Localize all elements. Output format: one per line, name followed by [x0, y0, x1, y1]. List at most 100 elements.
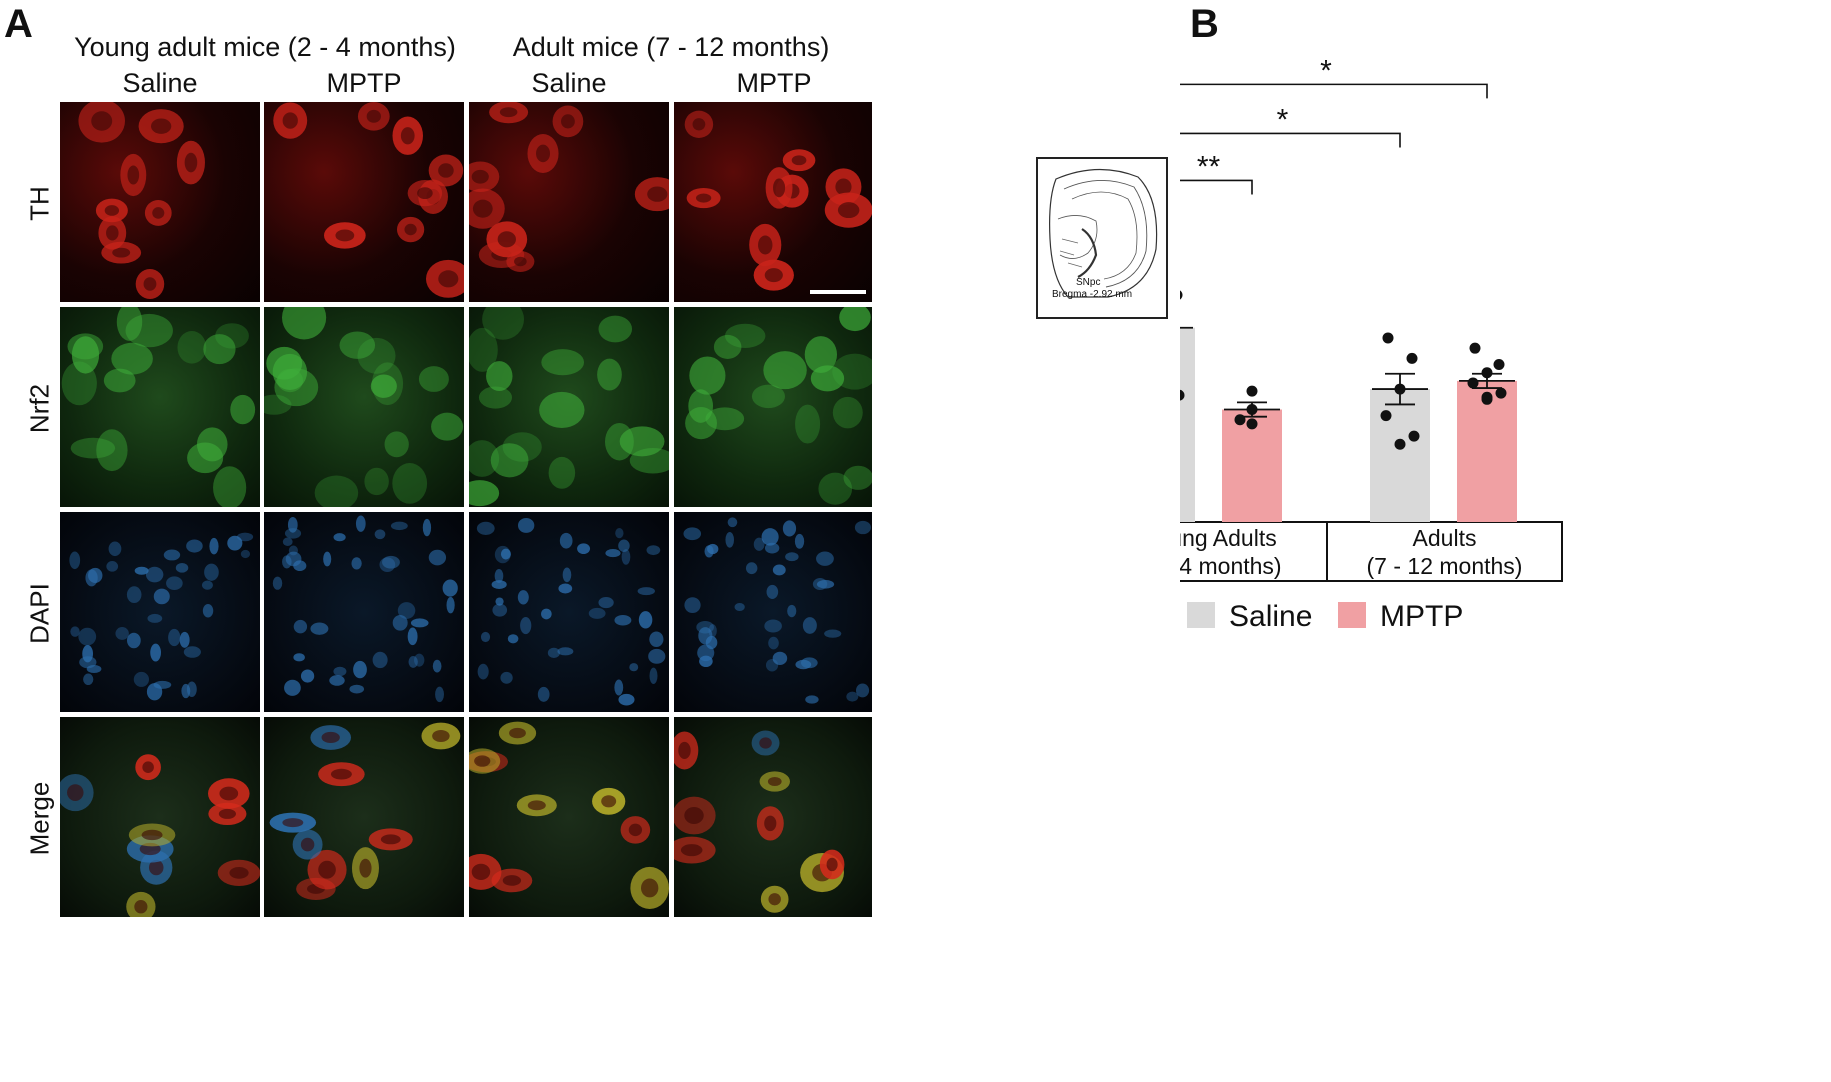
cell-blob	[287, 517, 298, 533]
cell-blob	[618, 693, 635, 706]
cell-blob	[314, 475, 359, 507]
micrograph-texture	[269, 722, 461, 900]
cell-blob	[541, 608, 552, 620]
cell-blob	[495, 597, 504, 606]
cell-nucleus	[509, 727, 526, 739]
atlas-region-label: SNpc	[1076, 277, 1101, 288]
micrograph-th-2	[264, 102, 464, 302]
cell-nucleus	[229, 866, 249, 879]
cell-blob	[181, 683, 191, 699]
cell-nucleus	[141, 829, 163, 841]
cell-blob	[478, 386, 513, 409]
cell-blob	[541, 349, 585, 376]
column-header-saline-young: Saline	[122, 68, 198, 98]
cell-blob	[476, 521, 495, 535]
data-point	[1467, 377, 1479, 389]
cell-blob	[816, 551, 834, 566]
cell-blob	[69, 551, 81, 570]
cell-blob	[204, 563, 219, 581]
cell-nucleus	[684, 807, 704, 825]
cell-blob	[126, 586, 142, 604]
cell-nucleus	[471, 863, 491, 880]
legend-label-mptp: MPTP	[1380, 600, 1463, 633]
cell-blob	[111, 342, 153, 375]
row-label-dapi: DAPI	[24, 583, 55, 644]
cell-nucleus	[835, 178, 852, 196]
cell-nucleus	[366, 109, 381, 123]
cell-nucleus	[536, 144, 551, 163]
cell-blob	[432, 659, 442, 673]
cell-nucleus	[438, 163, 454, 178]
cell-blob	[846, 691, 859, 702]
legend-swatch-saline	[1187, 602, 1215, 628]
cell-nucleus	[400, 127, 415, 145]
cell-nucleus	[359, 858, 372, 878]
cell-blob	[410, 618, 429, 628]
cell-blob	[795, 659, 812, 670]
cell-nucleus	[768, 893, 781, 906]
cell-blob	[323, 551, 332, 567]
cell-nucleus	[106, 225, 119, 241]
cell-blob	[539, 391, 585, 429]
cell-nucleus	[692, 118, 706, 131]
cell-blob	[371, 362, 404, 406]
cell-blob	[598, 597, 614, 609]
cell-blob	[708, 624, 717, 638]
cell-blob	[266, 346, 303, 380]
cell-blob	[116, 307, 143, 341]
cell-blob	[382, 555, 400, 569]
cell-blob	[384, 431, 409, 458]
cell-blob	[186, 539, 203, 553]
cell-nucleus	[134, 900, 148, 914]
cell-blob	[795, 404, 821, 444]
cell-blob	[615, 527, 624, 539]
cell-nucleus	[152, 207, 165, 219]
cell-nucleus	[471, 169, 489, 184]
cell-blob	[507, 634, 519, 644]
micrograph-merge-4	[674, 717, 872, 917]
cell-blob	[293, 653, 305, 662]
cell-blob	[177, 331, 207, 364]
chart-svg: Nrf2 mean intensity (A.U.)05101520Young …	[1022, 54, 1563, 633]
cell-blob	[392, 463, 428, 504]
cell-nucleus	[502, 875, 522, 886]
cell-nucleus	[335, 229, 355, 242]
cell-blob	[333, 533, 346, 542]
cell-blob	[183, 646, 201, 658]
micrograph-texture	[60, 754, 260, 917]
micrograph-dapi-2	[264, 512, 464, 712]
cell-blob	[482, 307, 525, 340]
cell-blob	[145, 566, 164, 583]
cell-blob	[713, 334, 742, 359]
cell-blob	[725, 531, 735, 548]
cell-blob	[646, 545, 661, 556]
cell-blob	[78, 627, 97, 646]
cell-nucleus	[695, 193, 712, 203]
cell-nucleus	[219, 786, 239, 801]
cell-blob	[618, 539, 630, 552]
cell-blob	[422, 518, 432, 537]
legend-swatch-mptp	[1338, 602, 1366, 628]
cell-blob	[812, 578, 828, 591]
brain-atlas-inset: SNpc Bregma -2.92 mm	[1036, 157, 1168, 319]
data-point	[1246, 404, 1258, 416]
cell-blob	[357, 337, 396, 374]
cell-blob	[284, 528, 302, 539]
cell-blob	[768, 636, 779, 650]
cell-blob	[106, 561, 119, 572]
data-point	[1469, 342, 1481, 354]
cell-nucleus	[601, 795, 617, 808]
cell-blob	[548, 456, 576, 489]
cell-blob	[203, 334, 236, 365]
cell-blob	[689, 356, 726, 395]
cell-nucleus	[628, 823, 643, 837]
cell-nucleus	[218, 808, 236, 819]
cell-blob	[751, 384, 785, 409]
cell-blob	[764, 619, 782, 633]
cell-blob	[685, 406, 717, 440]
cell-blob	[240, 549, 251, 559]
cell-blob	[490, 443, 529, 478]
cell-blob	[805, 695, 819, 704]
data-point	[1382, 332, 1394, 344]
cell-blob	[684, 597, 701, 614]
